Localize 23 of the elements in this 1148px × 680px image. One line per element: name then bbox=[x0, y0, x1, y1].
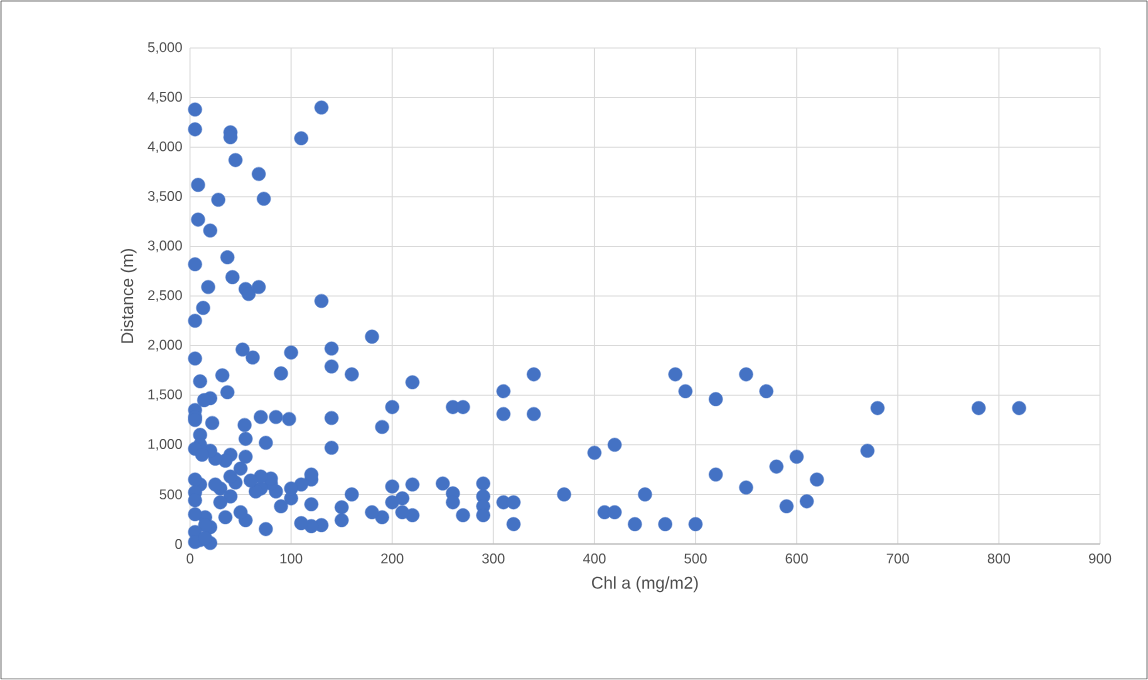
x-tick-label: 500 bbox=[684, 553, 707, 564]
y-tick-label: 4,500 bbox=[147, 91, 182, 104]
x-tick-label: 200 bbox=[381, 553, 404, 564]
x-tick-label: 100 bbox=[280, 553, 303, 564]
y-tick-label: 2,500 bbox=[148, 290, 182, 302]
y-tick-label: 1,000 bbox=[148, 439, 182, 451]
x-tick-label: 600 bbox=[785, 553, 808, 564]
y-tick-label: 500 bbox=[159, 489, 182, 500]
y-tick-label: 1,500 bbox=[148, 389, 182, 401]
y-tick-label: 2,000 bbox=[148, 339, 182, 352]
x-tick-label: 400 bbox=[583, 553, 606, 564]
x-tick-label: 900 bbox=[1088, 553, 1112, 564]
y-tick-label: 4,000 bbox=[147, 141, 182, 153]
x-tick-label: 0 bbox=[186, 553, 194, 564]
x-tick-label: 700 bbox=[886, 553, 909, 564]
y-tick-label: 5,000 bbox=[148, 42, 182, 54]
y-tick-label: 3,500 bbox=[147, 191, 182, 203]
y-tick-label: 3,000 bbox=[147, 240, 182, 253]
y-tick-label: 0 bbox=[175, 539, 182, 549]
y-axis-title: Distance (m) bbox=[120, 248, 137, 343]
x-tick-label: 800 bbox=[987, 553, 1011, 564]
x-axis-title: Chl a (mg/m2) bbox=[592, 576, 698, 593]
x-tick-label: 300 bbox=[482, 553, 505, 564]
